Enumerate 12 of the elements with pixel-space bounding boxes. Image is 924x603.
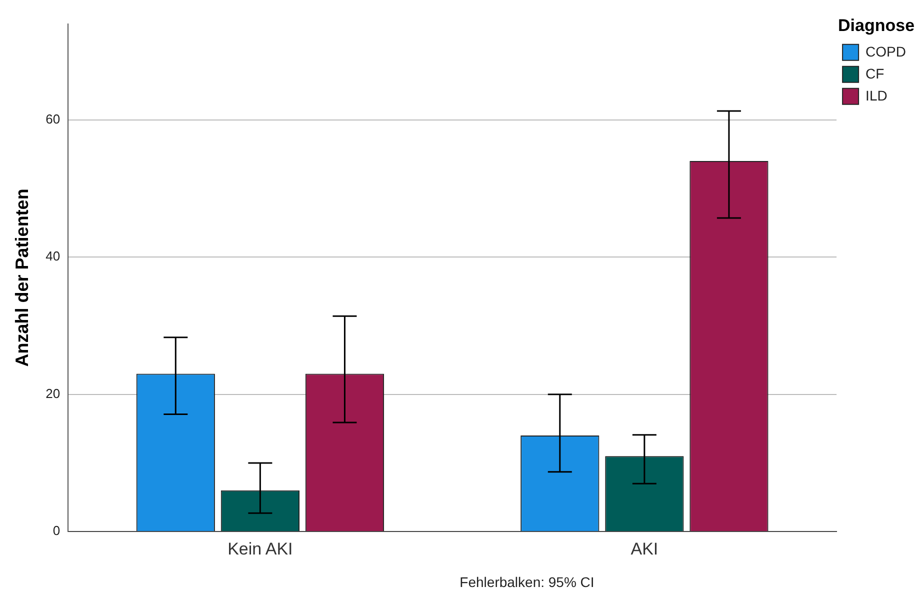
legend-label: COPD: [866, 43, 906, 60]
y-tick-label: 60: [46, 111, 60, 126]
x-tick-label: AKI: [630, 539, 658, 558]
y-axis-title: Anzahl der Patienten: [12, 188, 32, 367]
y-tick-label: 0: [52, 523, 60, 538]
y-tick-label: 20: [46, 386, 60, 401]
x-tick-label: Kein AKI: [228, 539, 293, 558]
legend-label: ILD: [866, 87, 888, 104]
legend-title: Diagnose: [838, 16, 915, 36]
legend-label: CF: [866, 65, 884, 82]
y-tick-label: 40: [46, 248, 60, 264]
text: Fehlerbalken: 95% CI: [458, 574, 596, 590]
